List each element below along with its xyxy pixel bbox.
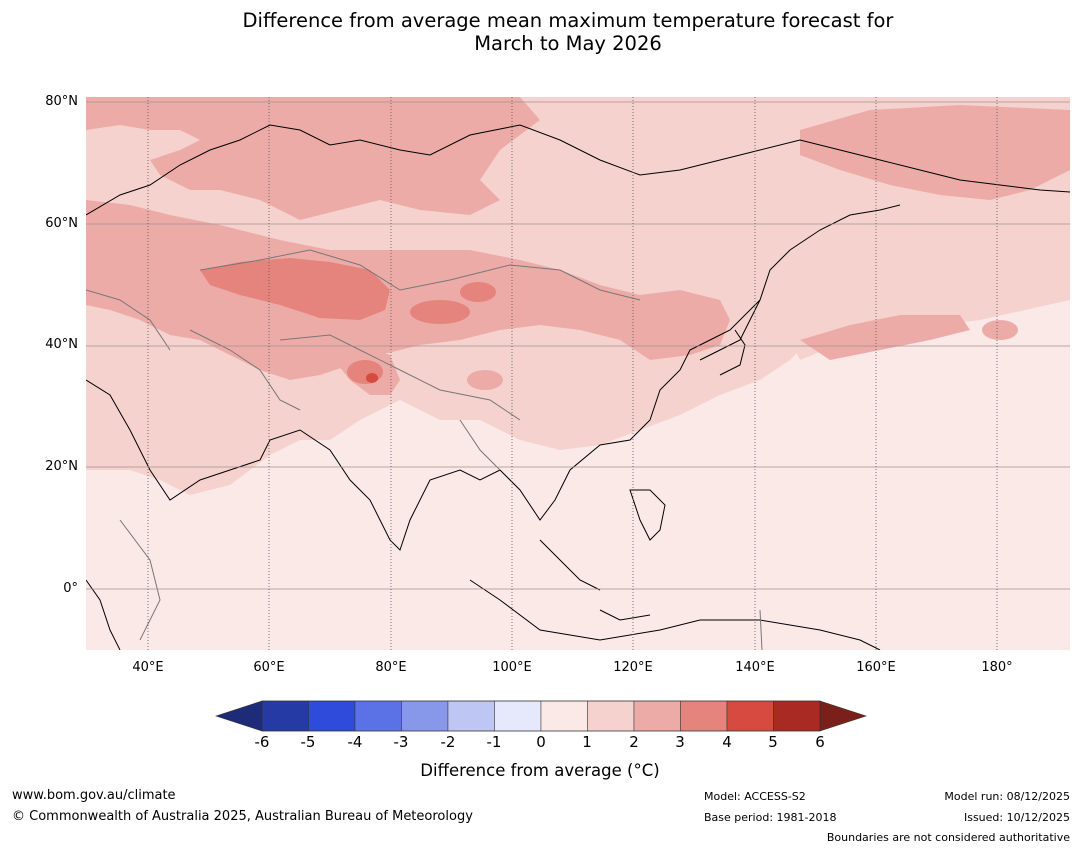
colorbar-segment — [726, 700, 774, 732]
model-text: Model: ACCESS-S2 — [704, 790, 806, 803]
chart-title: Difference from average mean maximum tem… — [0, 9, 1081, 55]
colorbar-segment — [680, 700, 728, 732]
lon-label-160e: 160°E — [856, 660, 896, 675]
anomaly-region-3-4-mongolia — [460, 282, 496, 302]
country-borders — [86, 249, 763, 650]
colorbar-segment — [494, 700, 542, 732]
lon-label-60e: 60°E — [253, 660, 285, 675]
colorbar-segment — [587, 700, 635, 732]
colorbar-segments — [261, 700, 821, 732]
colorbar-low-extend — [215, 700, 263, 732]
anomaly-region-2-3-north — [86, 97, 540, 220]
anomaly-region-3-4-kazakhstan — [200, 258, 390, 320]
lon-label-120e: 120°E — [613, 660, 653, 675]
colorbar-segment — [354, 700, 402, 732]
colorbar-segment — [447, 700, 495, 732]
colorbar-tick: 6 — [815, 733, 825, 751]
lon-label-180: 180° — [981, 660, 1013, 675]
anomaly-region-3-4-tibet — [347, 360, 383, 384]
anomaly-region-2-3-central — [86, 200, 730, 380]
colorbar-tick: 0 — [536, 733, 546, 751]
lat-label-40n: 40°N — [45, 337, 78, 352]
anomaly-region-2-3-northeast — [800, 105, 1070, 200]
colorbar-tick: 4 — [722, 733, 732, 751]
colorbar-tick: 3 — [675, 733, 685, 751]
colorbar-tick: -5 — [300, 733, 316, 751]
colorbar-segment — [401, 700, 449, 732]
base-period-text: Base period: 1981-2018 — [704, 811, 837, 824]
colorbar-tick: -2 — [440, 733, 456, 751]
anomaly-region-2-3-japan-sea — [982, 320, 1018, 340]
colorbar-label: Difference from average (°C) — [420, 761, 660, 780]
anomaly-region-2-3-pacific — [800, 315, 970, 360]
colorbar-segment — [308, 700, 356, 732]
lat-label-60n: 60°N — [45, 216, 78, 231]
colorbar-tick: 1 — [582, 733, 592, 751]
lat-label-20n: 20°N — [45, 459, 78, 474]
colorbar-high-extend — [819, 700, 867, 732]
anomaly-region-4-5 — [366, 373, 378, 383]
colorbar-tick: 5 — [768, 733, 778, 751]
anomaly-region-3-4-west-china — [410, 300, 470, 324]
lat-label-80n: 80°N — [45, 94, 78, 109]
anomaly-region-2-3-china — [467, 370, 503, 390]
website-link[interactable]: www.bom.gov.au/climate — [12, 788, 176, 803]
lon-label-40e: 40°E — [132, 660, 164, 675]
title-line-1: Difference from average mean maximum tem… — [242, 9, 894, 32]
model-run-text: Model run: 08/12/2025 — [944, 790, 1070, 803]
lon-label-80e: 80°E — [375, 660, 407, 675]
gridlines — [86, 97, 1070, 650]
colorbar — [215, 700, 867, 732]
map-area — [86, 97, 1070, 650]
colorbar-tick: -3 — [393, 733, 409, 751]
lon-label-100e: 100°E — [492, 660, 532, 675]
colorbar-tick: -1 — [486, 733, 502, 751]
lat-label-0: 0° — [63, 581, 78, 596]
copyright-text: © Commonwealth of Australia 2025, Austra… — [12, 809, 473, 824]
colorbar-segment — [540, 700, 588, 732]
lon-label-140e: 140°E — [735, 660, 775, 675]
colorbar-segment — [633, 700, 681, 732]
title-line-2: March to May 2026 — [474, 32, 662, 55]
disclaimer-text: Boundaries are not considered authoritat… — [826, 831, 1070, 844]
anomaly-region-1-2-east — [770, 220, 1070, 360]
colorbar-frame — [261, 700, 821, 732]
colorbar-tick: 2 — [629, 733, 639, 751]
colorbar-segment — [773, 700, 821, 732]
issued-text: Issued: 10/12/2025 — [963, 811, 1070, 824]
colorbar-segment — [261, 700, 309, 732]
colorbar-tick: -4 — [347, 733, 363, 751]
colorbar-tick: -6 — [254, 733, 270, 751]
